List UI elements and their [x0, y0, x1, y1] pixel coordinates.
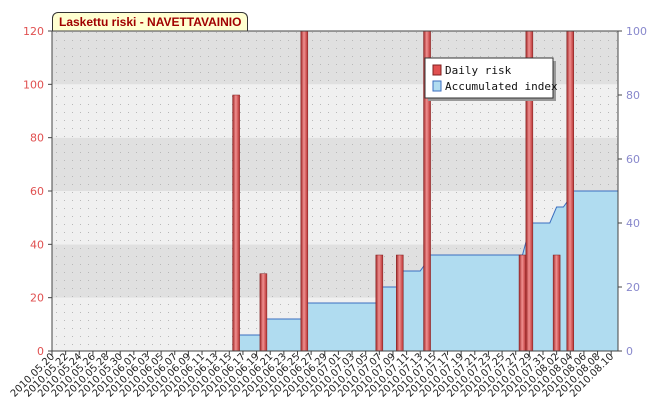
- left-axis-label: 80: [30, 132, 44, 145]
- legend-swatch-daily-risk: [432, 64, 442, 76]
- left-axis-label: 60: [30, 185, 44, 198]
- daily-risk-bar: [300, 30, 309, 352]
- daily-risk-bar: [375, 254, 384, 352]
- right-axis-label: 20: [626, 281, 640, 294]
- daily-risk-bar: [552, 254, 561, 352]
- daily-risk-bar: [232, 94, 240, 352]
- right-axis-label: 60: [626, 153, 640, 166]
- left-axis-label: 120: [23, 25, 44, 38]
- legend-label-accumulated-index: Accumulated index: [445, 80, 558, 93]
- left-axis-label: 20: [30, 292, 44, 305]
- legend-swatch-accumulated-index: [432, 80, 442, 92]
- left-axis-label: 100: [23, 78, 44, 91]
- left-axis-label: 0: [37, 345, 44, 358]
- right-axis-label: 80: [626, 89, 640, 102]
- daily-risk-bar: [396, 254, 404, 352]
- right-axis-label: 40: [626, 217, 640, 230]
- daily-risk-bar: [566, 30, 575, 352]
- left-axis-label: 40: [30, 238, 44, 251]
- right-axis-label: 0: [626, 345, 633, 358]
- daily-risk-bar: [518, 254, 527, 352]
- accumulated-index-area: [52, 191, 618, 351]
- right-axis-label: 100: [626, 25, 647, 38]
- daily-risk-bar: [259, 273, 268, 352]
- chart-title: Laskettu riski - NAVETTAVAINIO: [52, 12, 249, 32]
- legend-box: [424, 57, 554, 99]
- legend-label-daily-risk: Daily risk: [445, 64, 512, 77]
